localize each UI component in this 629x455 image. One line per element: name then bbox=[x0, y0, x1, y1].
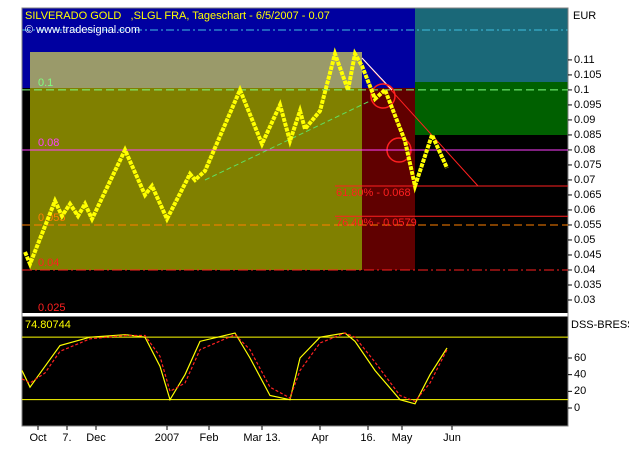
y-axis-label: EUR bbox=[573, 10, 596, 22]
y-tick-label: 0 bbox=[574, 402, 580, 414]
y-tick-label: 40 bbox=[574, 369, 586, 381]
green-zone bbox=[415, 82, 568, 135]
level-label: 0.055 bbox=[38, 212, 66, 224]
red-zone bbox=[362, 88, 415, 270]
chart-subtitle: © www.tradesignal.com bbox=[25, 24, 140, 36]
y-tick-label: 20 bbox=[574, 385, 586, 397]
olive-zone-top bbox=[30, 52, 362, 88]
x-tick-label: Dec bbox=[86, 432, 106, 444]
x-tick-label: 16. bbox=[360, 432, 375, 444]
y-tick-label: 0.06 bbox=[574, 204, 595, 216]
x-tick-label: 2007 bbox=[155, 432, 179, 444]
x-tick-label: Apr bbox=[311, 432, 328, 444]
y-tick-label: 0.105 bbox=[574, 69, 602, 81]
series-line bbox=[21, 332, 448, 403]
y-tick-label: 0.065 bbox=[574, 189, 602, 201]
y-tick-label: 0.1 bbox=[574, 84, 589, 96]
y-tick-label: 0.11 bbox=[574, 54, 595, 66]
y-tick-label: 0.045 bbox=[574, 249, 602, 261]
teal-zone bbox=[415, 8, 568, 82]
y-tick-label: 0.04 bbox=[574, 264, 595, 276]
frame bbox=[21, 7, 569, 427]
y-tick-label: 0.09 bbox=[574, 114, 595, 126]
y-tick-label: 0.08 bbox=[574, 144, 595, 156]
y-tick-label: 0.055 bbox=[574, 219, 602, 231]
y-tick-label: 0.03 bbox=[574, 294, 595, 306]
retracement-label: 61.80% - 0.068 bbox=[336, 187, 411, 199]
level-label: 0.08 bbox=[38, 137, 59, 149]
x-tick-label: Mar 13. bbox=[243, 432, 280, 444]
y-tick-label: 0.095 bbox=[574, 99, 602, 111]
y-tick-label: 0.07 bbox=[574, 174, 595, 186]
marker-circle bbox=[370, 83, 396, 109]
x-tick-label: 7. bbox=[62, 432, 71, 444]
olive-zone bbox=[30, 52, 362, 270]
y-tick-label: 60 bbox=[574, 352, 586, 364]
x-tick-label: Oct bbox=[29, 432, 46, 444]
level-label: 0.1 bbox=[38, 77, 53, 89]
level-label: 0.04 bbox=[38, 257, 59, 269]
x-tick-label: May bbox=[392, 432, 413, 444]
series-line bbox=[21, 332, 448, 405]
y-tick-label: 0.035 bbox=[574, 279, 602, 291]
y-tick-label: 0.085 bbox=[574, 129, 602, 141]
retracement-label: 76.40% - 0.0579 bbox=[336, 217, 417, 229]
level-label: 0.025 bbox=[38, 302, 66, 314]
indicator-value: 74.80744 bbox=[25, 319, 71, 331]
series-line bbox=[23, 47, 449, 270]
indicator-panel bbox=[22, 316, 568, 426]
x-tick-label: Feb bbox=[200, 432, 219, 444]
indicator-title: DSS-BRESSI bbox=[571, 319, 629, 331]
chart-title: SILVERADO GOLD ,SLGL FRA, Tageschart - 6… bbox=[25, 10, 330, 22]
x-tick-label: Jun bbox=[443, 432, 461, 444]
y-tick-label: 0.05 bbox=[574, 234, 595, 246]
y-tick-label: 0.075 bbox=[574, 159, 602, 171]
